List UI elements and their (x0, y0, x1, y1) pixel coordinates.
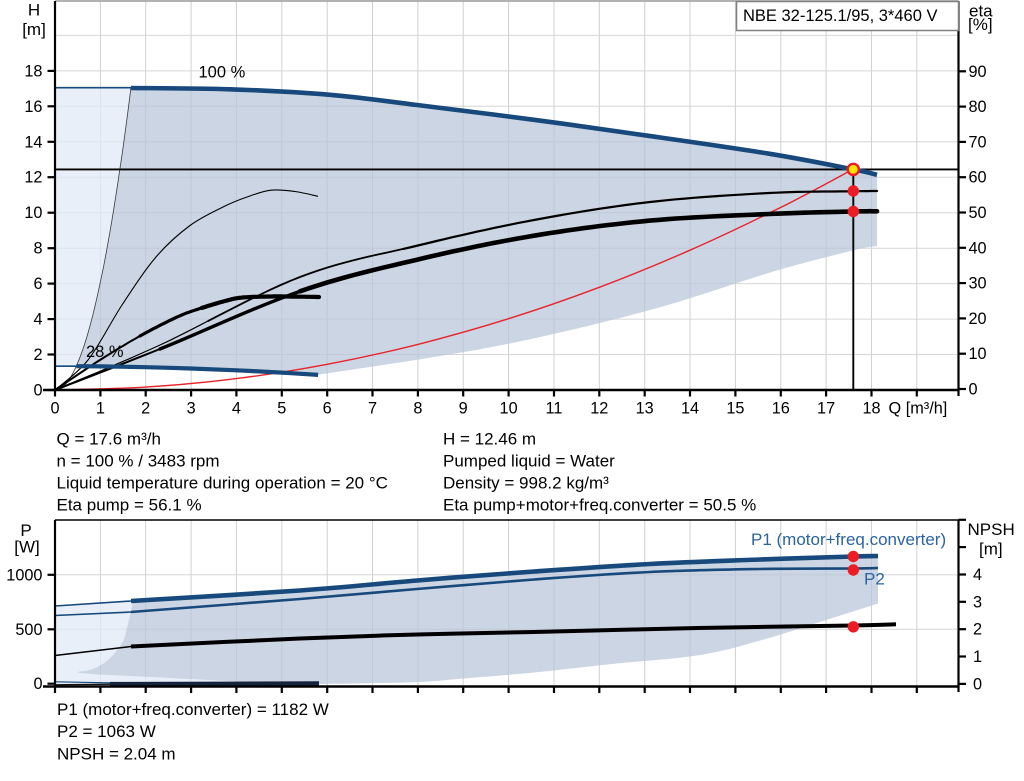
svg-text:Eta pump = 56.1 %: Eta pump = 56.1 % (57, 496, 202, 515)
svg-text:20: 20 (969, 310, 987, 328)
svg-text:[W]: [W] (14, 538, 40, 557)
svg-text:1: 1 (973, 648, 982, 666)
svg-text:100 %: 100 % (199, 64, 246, 82)
svg-text:4: 4 (33, 311, 42, 329)
svg-text:18: 18 (24, 62, 42, 80)
svg-text:eta: eta (969, 2, 993, 21)
svg-text:2: 2 (141, 400, 150, 418)
svg-text:30: 30 (969, 275, 987, 293)
svg-text:2: 2 (33, 346, 42, 364)
svg-text:10: 10 (24, 204, 42, 222)
svg-text:28 %: 28 % (86, 343, 124, 361)
svg-text:18: 18 (862, 400, 880, 418)
svg-text:4: 4 (973, 566, 982, 584)
svg-text:14: 14 (681, 400, 699, 418)
svg-text:60: 60 (969, 169, 987, 187)
svg-text:[m]: [m] (979, 540, 1003, 559)
svg-text:13: 13 (636, 400, 654, 418)
svg-text:NBE 32-125.1/95, 3*460 V: NBE 32-125.1/95, 3*460 V (743, 7, 937, 25)
svg-text:Density = 998.2 kg/m³: Density = 998.2 kg/m³ (443, 474, 609, 493)
svg-text:4: 4 (232, 400, 241, 418)
svg-text:0: 0 (973, 675, 982, 693)
svg-text:Pumped liquid = Water: Pumped liquid = Water (443, 452, 615, 471)
svg-text:NPSH: NPSH (968, 520, 1015, 539)
svg-text:11: 11 (546, 400, 563, 418)
svg-text:12: 12 (590, 400, 608, 418)
svg-text:Eta pump+motor+freq.converter: Eta pump+motor+freq.converter = 50.5 % (443, 496, 756, 515)
svg-text:6: 6 (33, 275, 42, 293)
svg-text:9: 9 (459, 400, 468, 418)
svg-text:6: 6 (323, 400, 332, 418)
svg-text:1: 1 (96, 400, 105, 418)
svg-text:0: 0 (33, 675, 42, 693)
svg-text:H = 12.46 m: H = 12.46 m (443, 430, 536, 449)
svg-text:P1 (motor+freq.converter): P1 (motor+freq.converter) (751, 530, 946, 549)
svg-text:0: 0 (969, 381, 978, 399)
svg-text:8: 8 (33, 240, 42, 258)
svg-text:90: 90 (969, 63, 987, 81)
svg-text:P2: P2 (864, 570, 885, 589)
svg-text:0: 0 (33, 382, 42, 400)
svg-text:2: 2 (973, 621, 982, 639)
svg-text:H: H (28, 0, 40, 19)
svg-text:Q = 17.6 m³/h: Q = 17.6 m³/h (57, 430, 161, 449)
svg-text:40: 40 (969, 239, 987, 257)
svg-text:17: 17 (817, 400, 835, 418)
svg-text:15: 15 (726, 400, 744, 418)
svg-text:n = 100 % / 3483 rpm: n = 100 % / 3483 rpm (57, 452, 220, 471)
svg-text:7: 7 (368, 400, 377, 418)
svg-text:3: 3 (187, 400, 196, 418)
svg-text:1000: 1000 (6, 566, 42, 584)
svg-text:10: 10 (500, 400, 518, 418)
svg-text:16: 16 (772, 400, 790, 418)
svg-text:12: 12 (24, 169, 42, 187)
svg-text:Liquid temperature during oper: Liquid temperature during operation = 20… (57, 474, 388, 493)
svg-text:50: 50 (969, 204, 987, 222)
svg-text:Q [m³/h]: Q [m³/h] (889, 400, 948, 418)
svg-text:NPSH = 2.04 m: NPSH = 2.04 m (57, 745, 176, 764)
svg-text:16: 16 (24, 98, 42, 116)
svg-text:70: 70 (969, 133, 987, 151)
svg-text:80: 80 (969, 98, 987, 116)
svg-text:0: 0 (50, 400, 59, 418)
svg-text:500: 500 (15, 621, 42, 639)
svg-text:P2 = 1063 W: P2 = 1063 W (57, 722, 156, 741)
svg-text:8: 8 (413, 400, 422, 418)
svg-text:5: 5 (277, 400, 286, 418)
svg-text:[%]: [%] (968, 15, 993, 34)
svg-text:P: P (20, 521, 31, 540)
svg-text:[m]: [m] (22, 20, 46, 39)
svg-text:3: 3 (973, 593, 982, 611)
svg-text:10: 10 (969, 345, 987, 363)
svg-text:14: 14 (24, 133, 42, 151)
svg-text:P1 (motor+freq.converter) = 11: P1 (motor+freq.converter) = 1182 W (57, 700, 329, 719)
